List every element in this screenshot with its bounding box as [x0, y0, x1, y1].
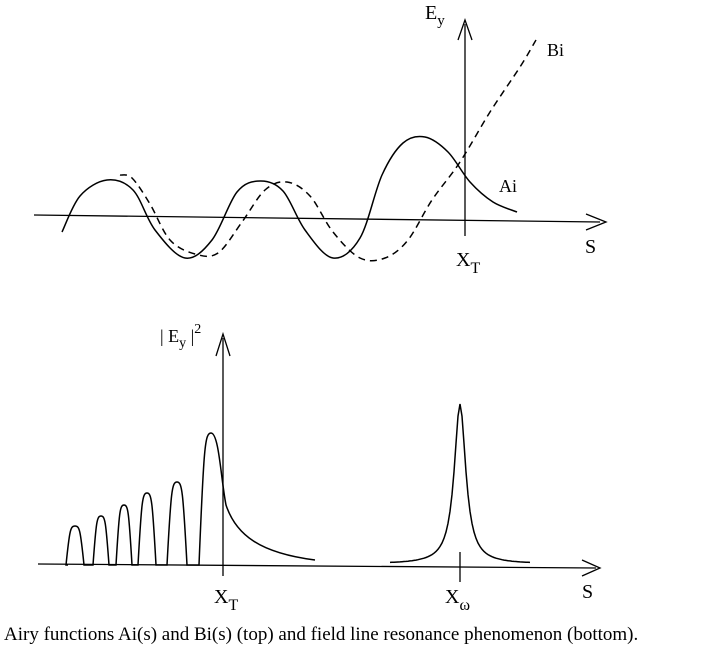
bottom-panel: | Ey |2 S XT Xω [37, 322, 602, 614]
bi-label: Bi [547, 40, 564, 60]
bi-curve [119, 39, 537, 262]
bottom-turning-point-label: XT [214, 586, 238, 614]
resonance-curve [389, 403, 531, 564]
bottom-x-axis-arrowhead [581, 559, 602, 577]
ai-label: Ai [499, 176, 517, 196]
ai-squared-curve [65, 432, 316, 566]
bottom-x-axis [37, 563, 597, 569]
airy-diagram: Ey Bi Ai S XT | Ey |2 S XT Xω [33, 2, 608, 614]
top-panel: Ey Bi Ai S XT [33, 2, 608, 277]
top-y-axis-label: Ey [425, 2, 445, 29]
top-x-axis-arrowhead [585, 213, 608, 231]
ai-curve [61, 135, 518, 259]
figure-caption: Airy functions Ai(s) and Bi(s) (top) and… [4, 624, 639, 645]
resonance-label: Xω [445, 586, 470, 614]
top-turning-point-label: XT [456, 249, 480, 277]
top-x-axis-label: S [585, 236, 596, 258]
bottom-x-axis-label: S [582, 581, 593, 603]
bottom-y-axis-arrowhead [215, 331, 231, 357]
top-x-axis [33, 214, 601, 223]
top-y-axis-arrowhead [457, 18, 473, 41]
bottom-y-axis-label: | Ey |2 [160, 322, 201, 351]
